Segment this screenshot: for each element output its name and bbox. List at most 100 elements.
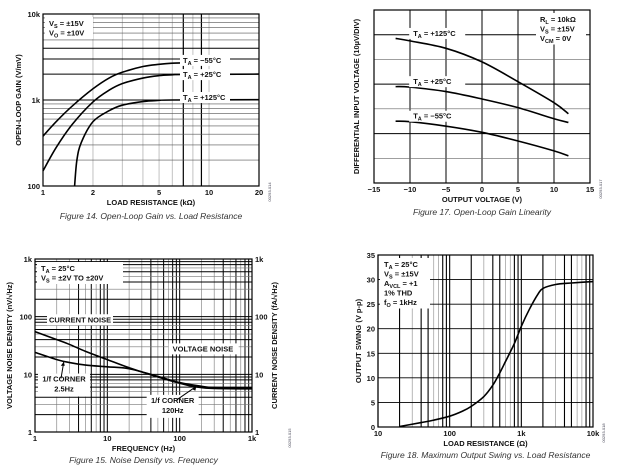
series-line-0: [395, 37, 569, 115]
x-tick-label: 15: [586, 185, 594, 194]
x-tick-label: 5: [516, 185, 520, 194]
x-axis-label: OUTPUT VOLTAGE (V): [442, 195, 523, 204]
annotation-bg: [38, 373, 90, 397]
x-axis-label: LOAD RESISTANCE (kΩ): [107, 198, 196, 207]
x-tick-label: 10: [374, 429, 382, 438]
series-line-0: [399, 280, 594, 428]
series-label-bg: [168, 343, 239, 355]
series-label-current-noise: CURRENT NOISE: [49, 315, 111, 324]
y-axis-label: OUTPUT SWING (V p-p): [354, 298, 363, 383]
y-tick-label: 35: [367, 251, 375, 260]
annotation-corner-freq: 120Hz: [162, 406, 184, 415]
annotation-bg: [146, 394, 199, 418]
x-tick-label: −5: [442, 185, 451, 194]
figure-code: 00293-018: [601, 423, 606, 443]
x-tick-label: 10k: [587, 429, 600, 438]
condition-text: TA = 25°C: [384, 260, 418, 271]
series-line-2: [73, 98, 260, 187]
x-tick-label: 10: [103, 434, 111, 443]
annotation-corner-text: 1/f CORNER: [151, 396, 195, 405]
series-label-bg: [409, 76, 466, 88]
x-tick-label: 1: [41, 188, 45, 197]
plot-frame: [377, 254, 594, 428]
x-tick-label: 1k: [517, 429, 526, 438]
series-line-0: [42, 62, 184, 137]
tick-labels: −15 −10 −5 0 5 10 15: [368, 185, 595, 194]
y-axis-label: VOLTAGE NOISE DENSITY (nV/√Hz): [5, 281, 14, 409]
arrow-head: [192, 386, 197, 391]
series: [34, 330, 253, 390]
y-axis-label: OPEN-LOOP GAIN (V/mV): [14, 54, 23, 146]
condition-text: VCM = 0V: [540, 34, 571, 45]
y2-axis-label: CURRENT NOISE DENSITY (fA/√Hz): [270, 282, 279, 409]
y-tick-label: 10: [367, 374, 375, 383]
y-tick-label: 15: [367, 349, 375, 358]
y-tick-label: 0: [371, 423, 375, 432]
condition-text: VS = ±15V: [49, 19, 84, 30]
series-line-1: [42, 73, 260, 172]
series-label-bg: [409, 110, 466, 122]
series-label-bg: [180, 92, 230, 103]
figure-code: 00293-017: [598, 179, 603, 199]
series: [42, 62, 260, 187]
x-tick-label: 100: [443, 429, 456, 438]
x-tick-label: −15: [368, 185, 381, 194]
x-tick-label: 0: [480, 185, 484, 194]
condition-text: AVCL = +1: [384, 279, 418, 290]
condition-text: fO = 1kHz: [384, 298, 417, 309]
y-axis-label: DIFFERENTIAL INPUT VOLTAGE (10µV/DIV): [352, 18, 361, 174]
y-tick-label: 25: [367, 300, 375, 309]
x-tick-label: 1: [33, 434, 37, 443]
condition-text: VO = ±10V: [49, 29, 84, 40]
y-tick-label: 1k: [32, 96, 41, 105]
y-tick-label: 10: [24, 370, 32, 379]
series-label-bg: [47, 314, 113, 326]
figure-code: 00293-015: [287, 428, 292, 448]
series-label: TA = +125°C: [183, 93, 226, 104]
y-tick-label: 100: [27, 182, 40, 191]
series-label: TA = +25°C: [183, 70, 222, 81]
condition-text: VS = ±15V: [540, 25, 575, 36]
x-axis-label: FREQUENCY (Hz): [112, 444, 176, 453]
condition-text: VS = ±2V TO ±20V: [41, 274, 103, 285]
y-tick-label: 20: [367, 325, 375, 334]
figure-code: 00293-014: [267, 182, 272, 202]
series-label: TA = +125°C: [413, 29, 456, 40]
x-tick-label: 20: [255, 188, 263, 197]
series-label-bg: [180, 69, 230, 81]
y-tick-label: 100: [19, 313, 32, 322]
annotation-corner-text: 1/f CORNER: [42, 375, 86, 384]
annotation-corner-freq: 2.5Hz: [54, 385, 74, 394]
x-tick-label: 10: [550, 185, 558, 194]
x-tick-label: 5: [157, 188, 161, 197]
tick-labels: 1 2 5 10 20 100 1k 10k: [27, 10, 263, 197]
series-label: TA = +25°C: [413, 77, 452, 88]
series-label: TA = −55°C: [183, 56, 222, 67]
x-tick-label: 100: [173, 434, 186, 443]
condition-text: RL = 10kΩ: [540, 15, 576, 26]
x-tick-label: 10: [205, 188, 213, 197]
tick-labels: 10 100 1k 10k 0 5 10 15 20 25 30 35: [367, 251, 600, 438]
condition-text: VS = ±15V: [384, 270, 419, 281]
figure-caption: Figure 14. Open-Loop Gain vs. Load Resis…: [60, 211, 243, 221]
conditions-box: TA = 25°CVS = ±2V TO ±20V: [37, 262, 123, 285]
figure-caption: Figure 17. Open-Loop Gain Linearity: [413, 207, 552, 217]
series-label-bg: [409, 27, 466, 39]
conditions-bg: [37, 262, 123, 284]
condition-text: 1% THD: [384, 289, 413, 298]
x-tick-label: −10: [404, 185, 417, 194]
annotation-arrow: [176, 385, 197, 401]
chart-fig15: TA = 25°CVS = ±2V TO ±20V CURRENT NOISE VO…: [5, 255, 292, 465]
x-tick-label: 2: [91, 188, 95, 197]
plot-frame: [373, 9, 591, 184]
condition-text: TA = 25°C: [41, 264, 75, 275]
conditions-bg: [45, 17, 93, 39]
